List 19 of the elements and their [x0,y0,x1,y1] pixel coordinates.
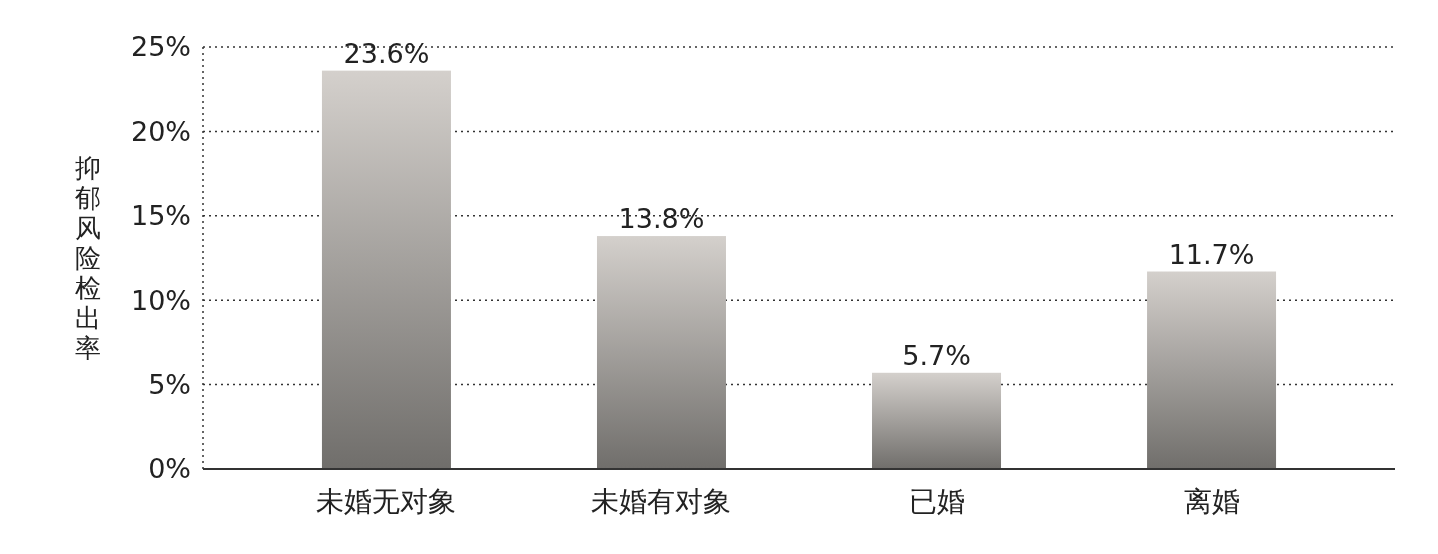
y-tick-label: 0% [148,453,191,485]
y-tick-label: 25% [130,31,191,63]
x-tick-label: 离婚 [1183,485,1240,518]
bar [872,372,1002,469]
x-tick-label: 未婚无对象 [316,485,457,518]
y-tick-label: 10% [130,284,191,316]
x-tick-label: 已婚 [908,485,965,518]
bar [596,236,726,469]
y-tick-label: 5% [148,369,191,401]
bar [1147,271,1277,469]
data-label: 5.7% [902,339,971,371]
data-label: 23.6% [343,37,430,69]
bar [321,70,451,469]
y-tick-label: 15% [130,200,191,232]
y-axis-title: 抑郁风险检出率 [75,153,101,364]
x-tick-label: 未婚有对象 [591,485,732,518]
data-label: 11.7% [1168,238,1255,270]
y-tick-label: 20% [130,115,191,147]
data-label: 13.8% [618,203,705,235]
